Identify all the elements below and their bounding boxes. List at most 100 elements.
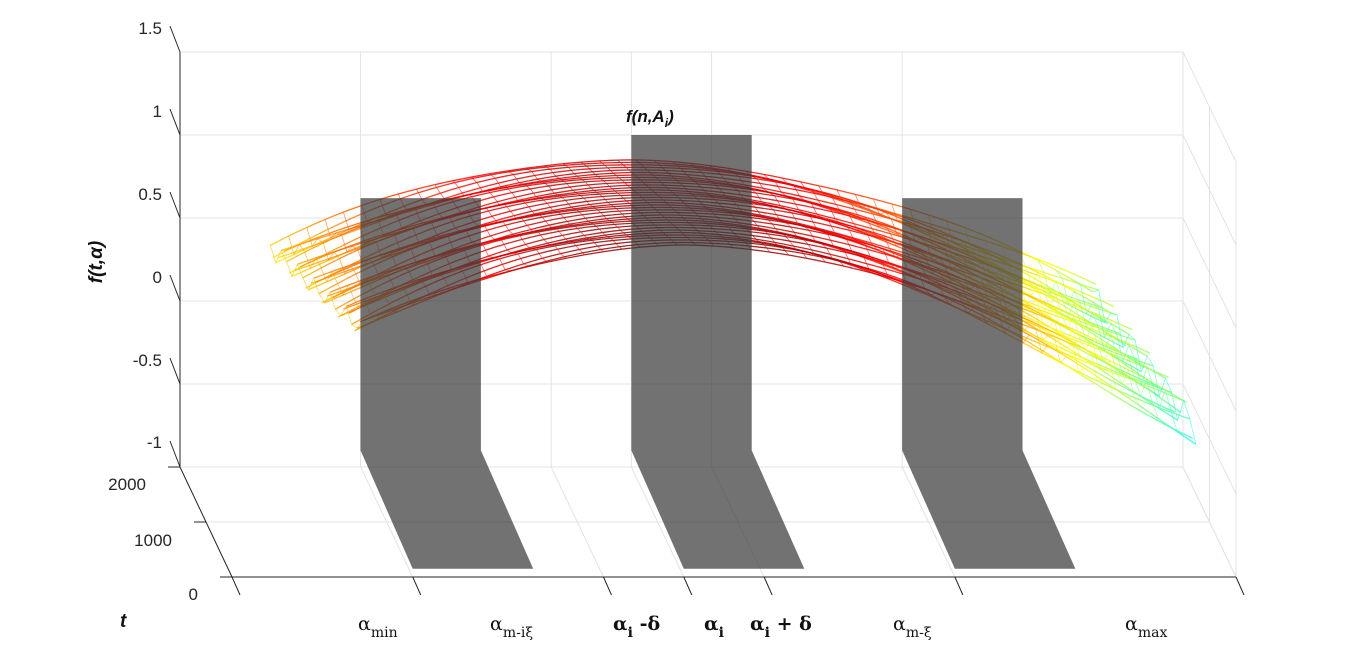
surface-line [1116, 358, 1126, 366]
surface-line [540, 232, 551, 236]
surface-line [348, 307, 359, 314]
surface-line [561, 241, 571, 244]
surface-line [556, 199, 566, 203]
surface-line [522, 210, 532, 215]
surface-line [875, 219, 885, 225]
surface-line [283, 246, 294, 252]
surface-line [1097, 345, 1108, 351]
surface-line [1104, 301, 1115, 308]
surface-line [1075, 357, 1086, 363]
surface-line [535, 194, 546, 198]
surface-line [1107, 330, 1118, 335]
surface-line [1024, 282, 1035, 290]
surface-line [552, 208, 563, 212]
surface-line [849, 229, 860, 234]
surface-line [577, 200, 587, 204]
surface-line [569, 248, 580, 253]
surface-line [272, 252, 283, 259]
surface-line [520, 255, 531, 260]
surface-line [882, 200, 892, 205]
surface-line [528, 167, 539, 170]
surface-line [853, 265, 864, 270]
surface-line [332, 292, 343, 299]
surface-line [549, 177, 559, 181]
surface-line [1084, 361, 1095, 366]
surface-line [862, 225, 873, 230]
surface-line [770, 203, 781, 207]
surface-line [319, 259, 329, 265]
surface-line [1087, 375, 1098, 382]
surface-line [865, 216, 876, 222]
surface-line [604, 239, 614, 243]
surface-line [757, 211, 768, 214]
surface-line [609, 210, 620, 213]
surface-mesh-line [745, 170, 845, 267]
surface-line [598, 236, 608, 239]
surface-line [774, 195, 784, 198]
surface-line [490, 232, 500, 237]
surface-line [1122, 360, 1133, 368]
surface-line [547, 194, 558, 198]
surface-line [300, 237, 310, 244]
surface-line [864, 242, 874, 247]
surface-line [1047, 344, 1058, 352]
surface-line [574, 197, 584, 200]
surface-line [535, 260, 546, 265]
surface-line [1058, 267, 1069, 273]
surface-line [881, 215, 892, 220]
surface-line [485, 177, 496, 181]
surface-line [487, 188, 498, 192]
surface-line [563, 224, 573, 228]
surface-line [326, 277, 337, 283]
surface-line [1066, 353, 1076, 359]
surface-line [332, 234, 342, 240]
surface-line [489, 238, 499, 242]
surface-line [588, 209, 599, 212]
surface-line [832, 209, 843, 214]
surface-line [556, 226, 567, 230]
surface-line [825, 217, 836, 222]
surface-line [1096, 380, 1107, 386]
surface-line [842, 235, 853, 240]
surface-line [782, 210, 792, 214]
surface-line [544, 227, 555, 231]
surface-line [1085, 343, 1095, 349]
surface-line [860, 203, 870, 208]
surface-line [484, 223, 495, 227]
surface-line [498, 236, 508, 240]
surface-line [754, 175, 764, 179]
surface-line [847, 258, 858, 262]
surface-line [757, 215, 767, 219]
surface-line [1093, 373, 1104, 382]
surface-line [531, 169, 542, 173]
surface-line [504, 266, 515, 271]
surface-line [1055, 293, 1066, 299]
surface-line [779, 252, 789, 256]
surface-line [485, 220, 495, 225]
surface-line [857, 260, 867, 265]
axes [168, 25, 1245, 596]
surface-line [533, 216, 543, 220]
surface-line [608, 226, 618, 229]
surface-line [1070, 309, 1081, 317]
surface-line [769, 219, 779, 223]
surface-line [777, 200, 787, 203]
surface-line [765, 226, 776, 230]
surface-line [536, 246, 546, 251]
surface-line [826, 244, 837, 249]
surface-line [591, 211, 601, 215]
surface-line [333, 294, 344, 300]
surface-line [292, 242, 303, 248]
surface-line [565, 236, 575, 240]
surface-line [885, 263, 895, 269]
surface-line [1063, 339, 1074, 345]
surface-line [753, 220, 764, 224]
surface-line [1115, 367, 1126, 375]
surface-line [1047, 335, 1058, 343]
surface-line [587, 191, 597, 194]
surface-line [497, 186, 507, 190]
surface-line [490, 258, 500, 263]
surface-line [1060, 347, 1071, 353]
surface-line [591, 238, 602, 241]
surface-line [1104, 337, 1115, 344]
